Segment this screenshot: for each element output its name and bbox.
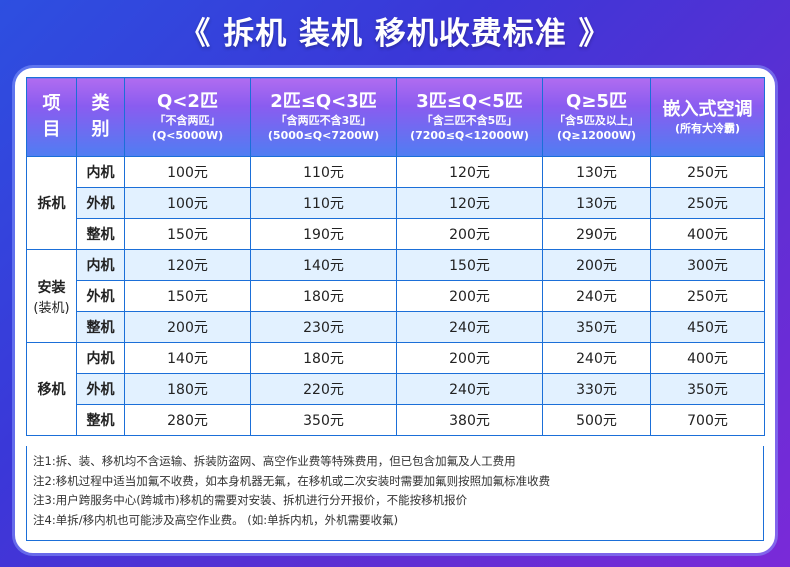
table-row: 安装 (装机) 内机 120元 140元 150元 200元 300元 [26,249,765,343]
table-row: 外机 180元 220元 240元 330元 350元 [27,373,765,405]
price-cell: 380元 [396,404,543,436]
price-cell: 450元 [650,311,765,343]
note-4: 注4:单拆/移内机也可能涉及高空作业费。 (如:单拆内机，外机需要收氟) [33,512,399,527]
row-label: 内机 [76,156,125,188]
price-cell: 200元 [396,280,543,312]
price-cell: 400元 [650,342,765,374]
group-label-relocate: 移机 [26,342,77,436]
price-cell: 150元 [396,249,543,281]
price-cell: 130元 [542,156,651,188]
table-row: 拆机 内机 100元 110元 120元 130元 250元 [26,156,765,250]
table-row: 外机 100元 110元 120元 130元 250元 [27,187,765,219]
price-cell: 180元 [124,373,251,405]
price-cell: 220元 [250,373,397,405]
price-cell: 110元 [250,187,397,219]
header-row: 项目 类别 Q<2匹 「不含两匹」 (Q<5000W) 2匹≤Q<3匹 「含两匹… [26,77,765,157]
row-label: 整机 [76,311,125,343]
price-cell: 400元 [650,218,765,250]
price-table: 项目 类别 Q<2匹 「不含两匹」 (Q<5000W) 2匹≤Q<3匹 「含两匹… [26,77,765,436]
notes-box: 注1:拆、装、移机均不含运输、拆装防盗网、高空作业费等特殊费用，但已包含加氟及人… [26,446,764,541]
header-item: 项目 [26,77,77,157]
table-row: 移机 内机 140元 180元 200元 240元 400元 [26,342,765,436]
price-cell: 500元 [542,404,651,436]
price-cell: 330元 [542,373,651,405]
price-cell: 120元 [124,249,251,281]
group-label-install: 安装 (装机) [26,249,77,343]
row-label: 整机 [76,404,125,436]
price-cell: 140元 [124,342,251,374]
row-label: 外机 [76,373,125,405]
price-cell: 240元 [396,311,543,343]
price-cell: 230元 [250,311,397,343]
note-3: 注3:用户跨服务中心(跨城市)移机的需要对安装、拆机进行分开报价，不能按移机报价 [33,493,468,507]
table-row: 整机 280元 350元 380元 500元 700元 [27,404,765,436]
group-label-disassemble: 拆机 [26,156,77,250]
row-label: 整机 [76,218,125,250]
price-cell: 350元 [250,404,397,436]
price-cell: 110元 [250,156,397,188]
price-cell: 240元 [542,280,651,312]
header-col-1: Q<2匹 「不含两匹」 (Q<5000W) [124,77,251,157]
price-cell: 130元 [542,187,651,219]
table-row: 整机 150元 190元 200元 290元 400元 [27,218,765,250]
price-cell: 290元 [542,218,651,250]
price-cell: 100元 [124,156,251,188]
table-row: 整机 200元 230元 240元 350元 450元 [27,311,765,343]
price-cell: 180元 [250,280,397,312]
price-cell: 200元 [124,311,251,343]
header-col-2: 2匹≤Q<3匹 「含两匹不含3匹」 (5000≤Q<7200W) [250,77,397,157]
header-col-3: 3匹≤Q<5匹 「含三匹不含5匹」 (7200≤Q<12000W) [396,77,543,157]
table-row: 外机 150元 180元 200元 240元 250元 [27,280,765,312]
price-cell: 120元 [396,187,543,219]
price-cell: 180元 [250,342,397,374]
price-cell: 350元 [650,373,765,405]
price-cell: 250元 [650,280,765,312]
price-cell: 150元 [124,218,251,250]
price-cell: 150元 [124,280,251,312]
price-cell: 200元 [396,342,543,374]
price-cell: 300元 [650,249,765,281]
price-card: 项目 类别 Q<2匹 「不含两匹」 (Q<5000W) 2匹≤Q<3匹 「含两匹… [15,68,775,553]
header-col-5: 嵌入式空调 (所有大冷霸) [650,77,765,157]
header-type: 类别 [76,77,125,157]
price-cell: 190元 [250,218,397,250]
price-cell: 100元 [124,187,251,219]
note-1: 注1:拆、装、移机均不含运输、拆装防盗网、高空作业费等特殊费用，但已包含加氟及人… [33,454,516,468]
page-title: 《 拆机 装机 移机收费标准 》 [179,16,611,52]
price-cell: 700元 [650,404,765,436]
price-cell: 350元 [542,311,651,343]
price-cell: 200元 [542,249,651,281]
price-cell: 250元 [650,187,765,219]
price-cell: 200元 [396,218,543,250]
price-cell: 250元 [650,156,765,188]
price-cell: 240元 [542,342,651,374]
row-label: 外机 [76,280,125,312]
price-cell: 120元 [396,156,543,188]
row-label: 外机 [76,187,125,219]
price-cell: 140元 [250,249,397,281]
note-2: 注2:移机过程中适当加氟不收费，如本身机器无氟，在移机或二次安装时需要加氟则按照… [33,473,551,488]
row-label: 内机 [76,249,125,281]
price-cell: 240元 [396,373,543,405]
price-cell: 280元 [124,404,251,436]
row-label: 内机 [76,342,125,374]
header-col-4: Q≥5匹 「含5匹及以上」 (Q≥12000W) [542,77,651,157]
